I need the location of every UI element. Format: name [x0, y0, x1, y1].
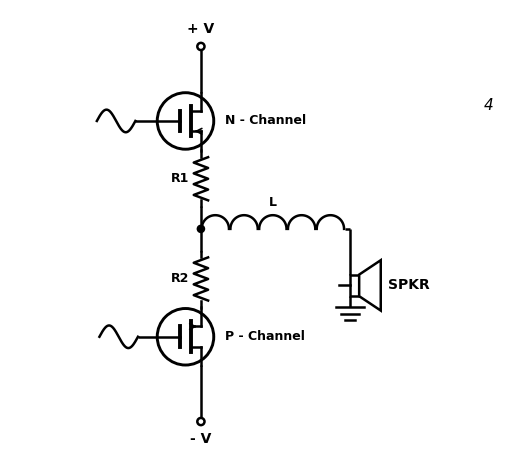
Text: N - Channel: N - Channel	[225, 115, 306, 127]
Text: - V: - V	[190, 432, 212, 446]
Text: L: L	[269, 196, 277, 209]
Polygon shape	[359, 260, 381, 311]
Text: 4: 4	[484, 98, 494, 113]
Text: SPKR: SPKR	[388, 278, 430, 292]
Text: + V: + V	[187, 22, 215, 36]
Circle shape	[197, 225, 204, 233]
Text: R1: R1	[171, 172, 190, 185]
Text: R2: R2	[171, 272, 190, 285]
Text: P - Channel: P - Channel	[225, 330, 305, 343]
Bar	[350, 275, 359, 296]
